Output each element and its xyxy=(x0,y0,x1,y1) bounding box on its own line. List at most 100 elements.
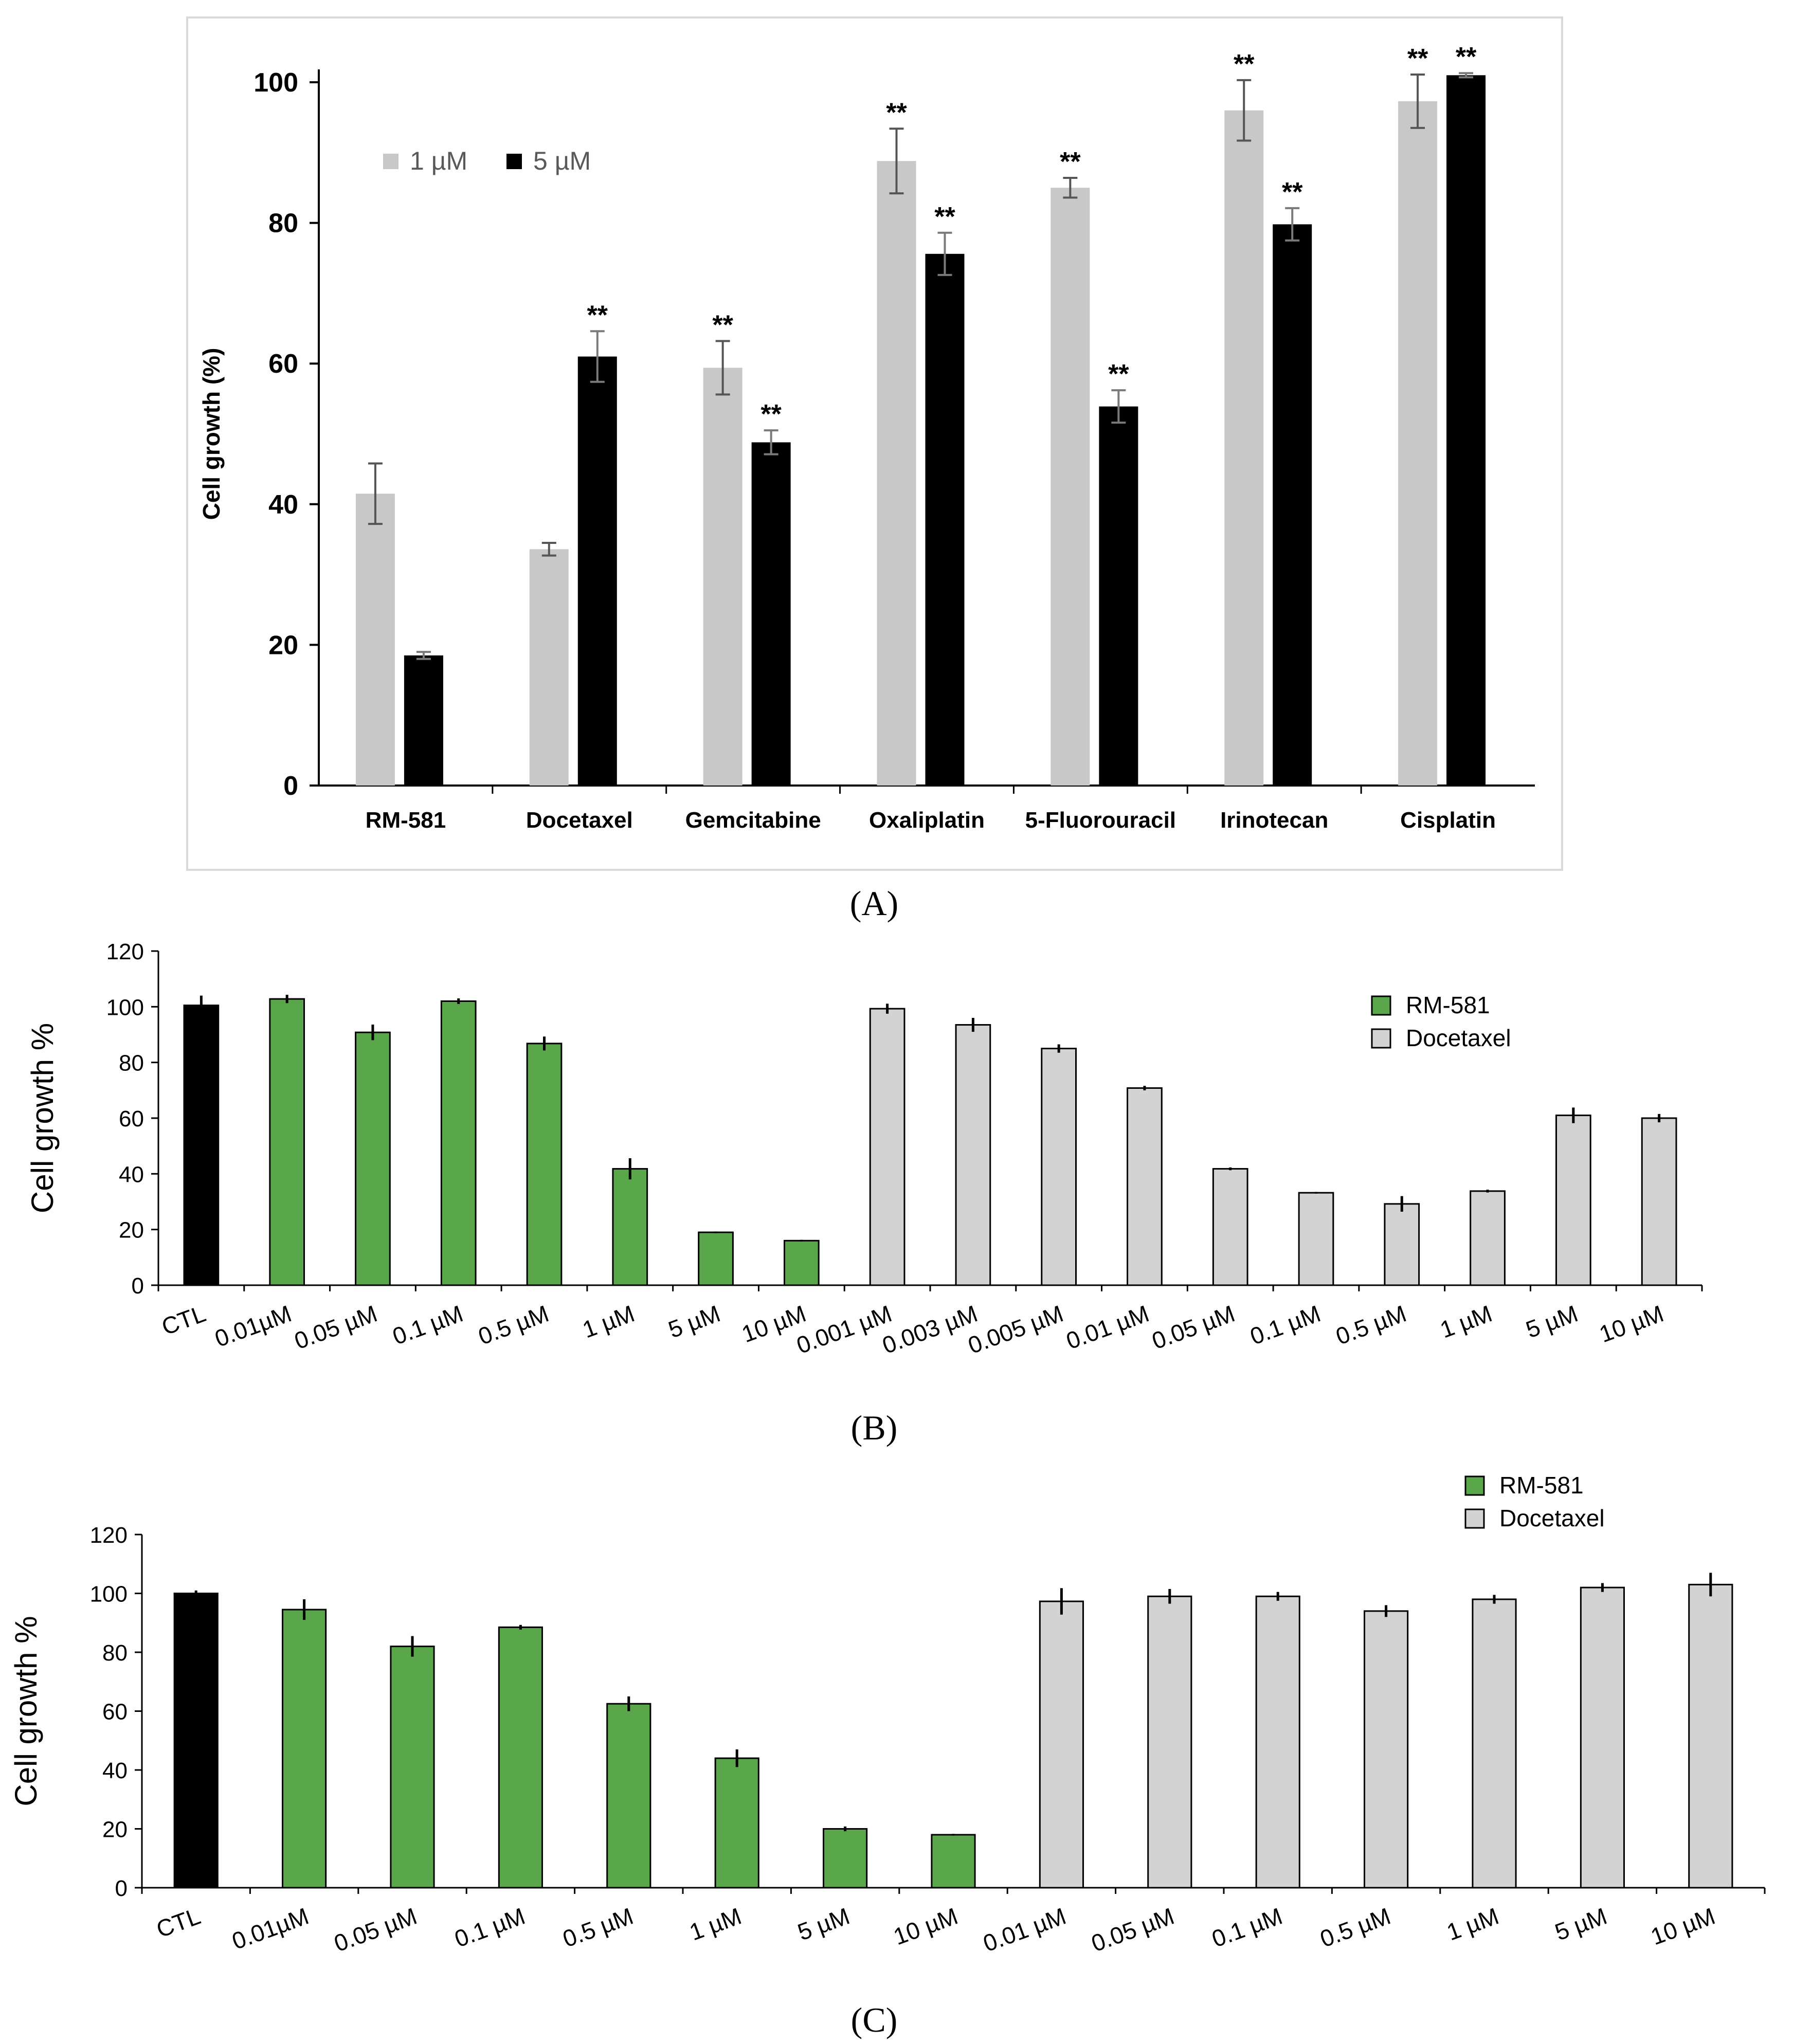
y-axis-title: Cell growth (%) xyxy=(198,348,225,520)
y-tick-label: 0 xyxy=(132,1273,144,1299)
legend-swatch xyxy=(506,154,522,169)
legend-swatch xyxy=(1371,1028,1391,1049)
bar-1uM xyxy=(703,368,742,786)
bar-rm xyxy=(606,1703,651,1889)
y-tick-label: 80 xyxy=(268,209,298,239)
bar-5uM xyxy=(751,442,791,786)
x-tick-label: 0.1 µM xyxy=(1246,1300,1324,1350)
legend-swatch xyxy=(383,154,399,169)
bar-1uM xyxy=(355,494,395,786)
panel-a-chart: 0 20 40 60 80 100 Cell growth (%) RM-581 Docetax… xyxy=(198,42,1535,923)
y-tick-label: 100 xyxy=(253,68,298,98)
bar-doc xyxy=(1470,1190,1506,1286)
significance-marker: ** xyxy=(886,98,907,127)
legend-label: 5 µM xyxy=(533,147,591,175)
bar-ctl xyxy=(173,1593,219,1889)
x-tick-label: 0.1 µM xyxy=(389,1300,466,1350)
x-tick-label: 5 µM xyxy=(665,1300,724,1343)
bar-5uM xyxy=(404,655,443,786)
x-tick-label: 0.05 µM xyxy=(291,1300,381,1355)
x-tick-label: 0.1 µM xyxy=(1208,1903,1286,1952)
x-tick-label: 5 µM xyxy=(1523,1300,1582,1343)
bar-rm xyxy=(498,1626,543,1889)
bar-doc xyxy=(1641,1117,1677,1286)
significance-marker: ** xyxy=(1234,49,1255,79)
x-tick-label: RM-581 xyxy=(366,808,446,833)
x-tick-label: 0.01µM xyxy=(211,1300,295,1353)
significance-marker: ** xyxy=(1060,147,1081,177)
significance-marker: ** xyxy=(1282,177,1303,207)
x-tick-label: 0.05 µM xyxy=(1088,1903,1178,1957)
panel-label-b: (B) xyxy=(851,1408,898,1447)
y-axis-title: Cell growth % xyxy=(9,1616,43,1806)
legend-label: RM-581 xyxy=(1406,992,1490,1018)
y-tick-label: 0 xyxy=(283,771,298,801)
y-tick-label: 120 xyxy=(90,1523,128,1548)
bar-rm xyxy=(526,1043,563,1286)
x-tick-label: 0.01 µM xyxy=(1063,1300,1153,1355)
x-tick-label: 5 µM xyxy=(1551,1903,1610,1946)
bar-5uM xyxy=(1446,75,1486,786)
bar-rm xyxy=(282,1609,327,1889)
bar-doc xyxy=(869,1008,905,1286)
bar-doc xyxy=(955,1024,991,1286)
x-tick-label: Irinotecan xyxy=(1220,808,1328,833)
bar-1uM xyxy=(1398,101,1438,786)
x-tick-label: 0.05 µM xyxy=(1148,1300,1238,1355)
bar-doc xyxy=(1364,1610,1409,1889)
y-tick-label: 40 xyxy=(119,1162,144,1187)
y-tick-label: 100 xyxy=(106,995,144,1020)
y-tick-label: 60 xyxy=(119,1106,144,1132)
bar-rm xyxy=(783,1239,820,1286)
significance-marker: ** xyxy=(712,310,733,340)
x-tick-label: 0.01µM xyxy=(228,1903,312,1955)
bar-5uM xyxy=(1273,224,1312,786)
bar-rm xyxy=(269,998,305,1286)
bar-rm xyxy=(714,1757,759,1889)
x-tick-label: 1 µM xyxy=(686,1903,745,1946)
significance-marker: ** xyxy=(587,300,608,330)
x-tick-label: 0.5 µM xyxy=(559,1903,637,1952)
y-tick-label: 40 xyxy=(102,1758,128,1783)
legend-label: RM-581 xyxy=(1499,1472,1584,1499)
y-tick-label: 20 xyxy=(119,1218,144,1243)
bar-rm xyxy=(390,1646,435,1889)
legend-swatch xyxy=(1464,1475,1485,1496)
y-tick-label: 80 xyxy=(102,1640,128,1666)
y-tick-label: 0 xyxy=(115,1876,128,1901)
x-tick-label: CTL xyxy=(158,1300,209,1341)
panel-label-a: (A) xyxy=(850,884,898,923)
bar-5uM xyxy=(1099,406,1138,786)
bar-1uM xyxy=(529,549,569,786)
x-tick-label: 0.5 µM xyxy=(1332,1300,1410,1350)
y-tick-label: 20 xyxy=(102,1817,128,1842)
x-tick-label: 10 µM xyxy=(1647,1903,1718,1950)
bar-1uM xyxy=(877,161,916,786)
bar-doc xyxy=(1298,1192,1334,1286)
x-tick-label: 10 µM xyxy=(890,1903,962,1950)
bar-doc xyxy=(1147,1595,1192,1889)
legend-label: Docetaxel xyxy=(1406,1025,1511,1051)
significance-marker: ** xyxy=(1407,44,1428,74)
x-tick-label: Oxaliplatin xyxy=(869,808,985,833)
bar-doc xyxy=(1472,1598,1517,1889)
bar-rm xyxy=(355,1031,391,1286)
legend-label: Docetaxel xyxy=(1499,1505,1605,1531)
bar-rm xyxy=(612,1168,648,1286)
significance-marker: ** xyxy=(934,202,955,232)
bar-doc xyxy=(1255,1595,1300,1889)
y-tick-label: 60 xyxy=(268,349,298,379)
x-tick-label: 0.005 µM xyxy=(965,1300,1067,1359)
legend-label: 1 µM xyxy=(410,147,467,175)
bar-doc xyxy=(1580,1586,1625,1889)
x-tick-label: 5 µM xyxy=(794,1903,853,1946)
x-tick-label: 1 µM xyxy=(1437,1300,1496,1343)
y-tick-label: 60 xyxy=(102,1700,128,1725)
x-tick-label: 1 µM xyxy=(579,1300,638,1343)
x-tick-label: 0.003 µM xyxy=(879,1300,981,1359)
x-tick-label: 10 µM xyxy=(1596,1300,1667,1348)
x-tick-label: 0.1 µM xyxy=(451,1903,529,1952)
panel-c-chart: 0 20 40 60 80 100 120 Cell growth % CTL 0.01µM 0.0… xyxy=(9,1472,1766,2039)
significance-marker: ** xyxy=(760,399,782,429)
